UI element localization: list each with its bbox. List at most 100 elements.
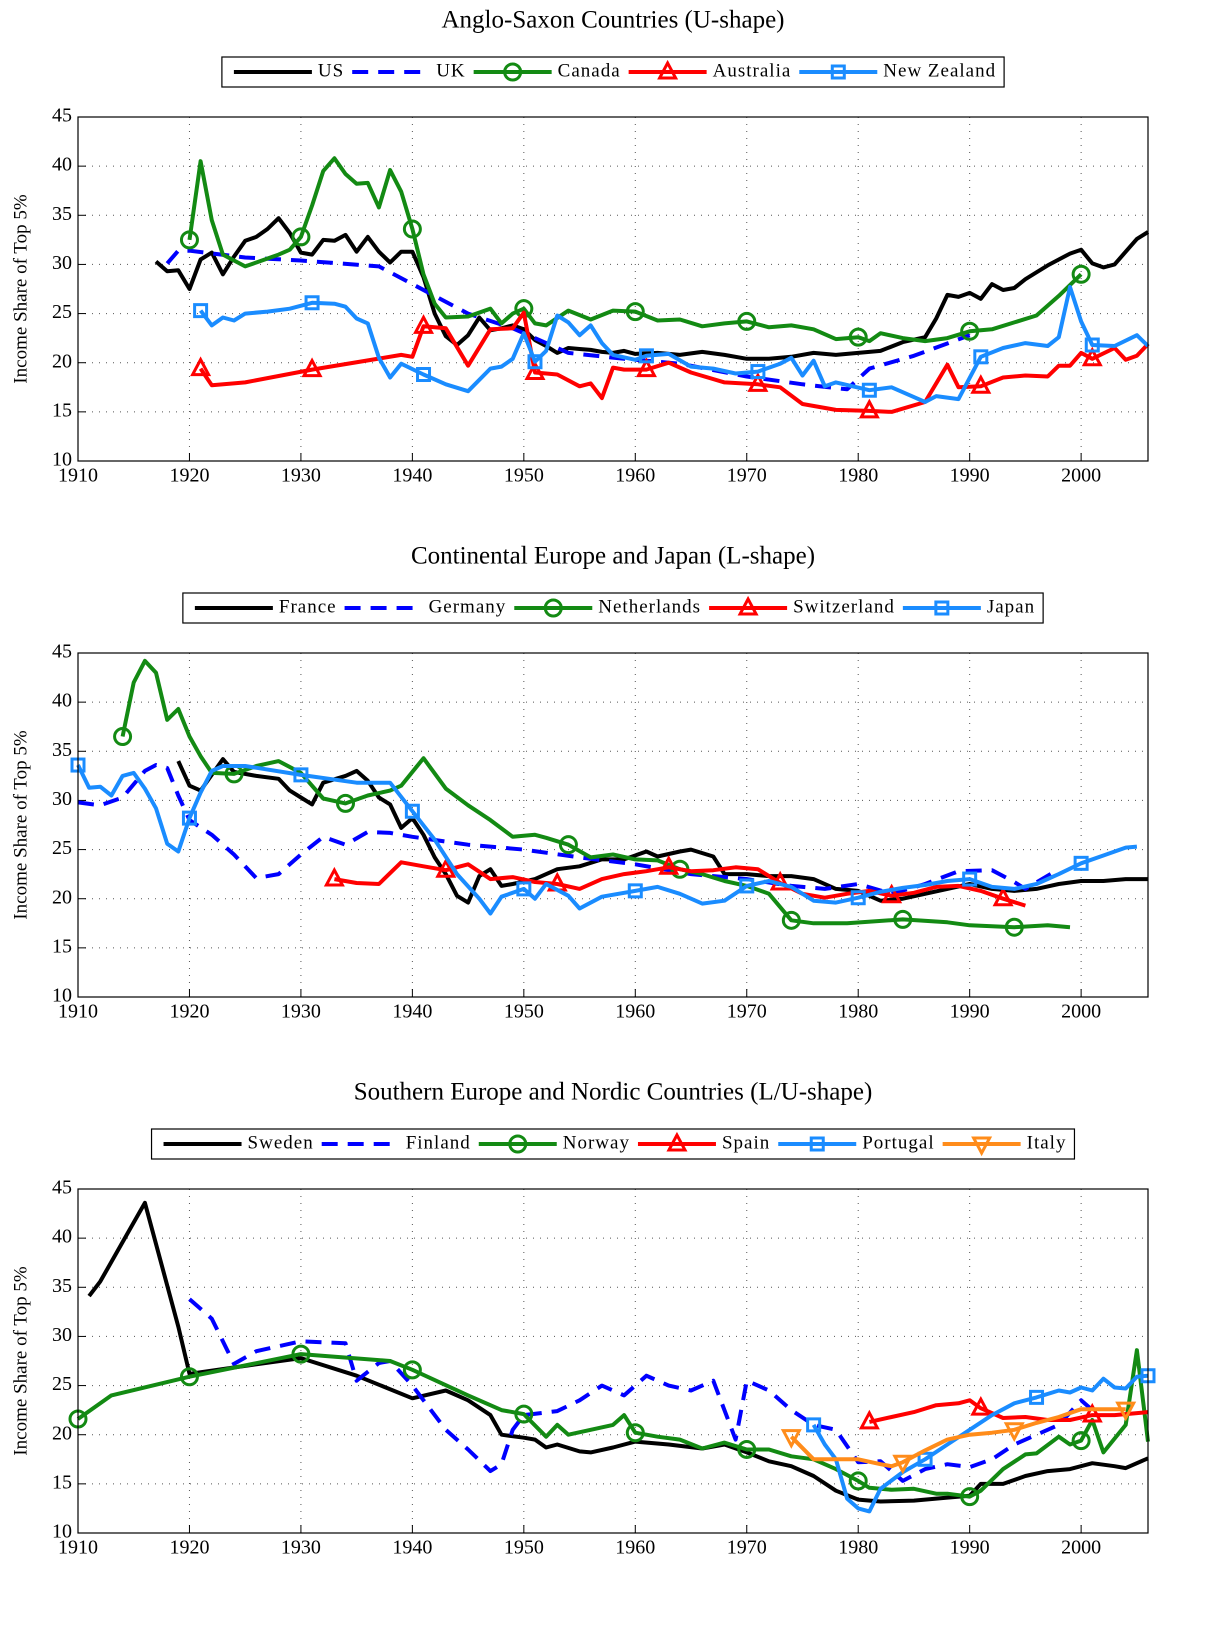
marker xyxy=(113,727,133,747)
legend-label: Canada xyxy=(558,60,621,81)
marker xyxy=(737,311,757,331)
marker xyxy=(737,595,759,616)
x-tick-label: 2000 xyxy=(1061,1001,1101,1023)
legend-label: Spain xyxy=(722,1132,770,1153)
series-line xyxy=(76,764,1138,916)
y-tick-label: 40 xyxy=(52,690,72,712)
legend: US UK Canada Australia New Zealand xyxy=(221,56,1005,88)
marker xyxy=(404,803,420,819)
marker xyxy=(304,295,320,311)
y-tick-label: 35 xyxy=(52,739,72,761)
marker xyxy=(543,598,563,618)
marker xyxy=(861,382,877,398)
marker xyxy=(881,883,903,904)
legend-label: Finland xyxy=(406,1132,471,1153)
x-tick-label: 1920 xyxy=(169,1001,209,1023)
marker xyxy=(508,1134,528,1154)
marker xyxy=(524,360,546,381)
plot-frame xyxy=(77,1188,1149,1534)
legend-label: Switzerland xyxy=(793,596,895,617)
marker xyxy=(638,348,654,364)
marker xyxy=(627,883,643,899)
marker xyxy=(848,327,868,347)
legend-label: US xyxy=(318,60,344,81)
x-tick-label: 1950 xyxy=(504,1001,544,1023)
marker xyxy=(858,398,880,419)
legend-label: Australia xyxy=(713,60,792,81)
series-line xyxy=(87,1200,1149,1504)
marker xyxy=(960,1487,980,1507)
marker xyxy=(402,219,422,239)
y-tick-label: 10 xyxy=(52,449,72,471)
marker xyxy=(1004,917,1024,937)
marker xyxy=(960,321,980,341)
marker xyxy=(739,878,755,894)
marker xyxy=(179,230,199,250)
series-line xyxy=(120,658,1071,930)
series-line xyxy=(77,763,1060,896)
x-tick-label: 1970 xyxy=(727,1001,767,1023)
marker xyxy=(934,600,950,616)
y-tick-label: 25 xyxy=(52,837,72,859)
legend-label: Portugal xyxy=(862,1132,934,1153)
series-line xyxy=(165,248,971,392)
legend-label: Japan xyxy=(987,596,1035,617)
y-tick-label: 15 xyxy=(52,1471,72,1493)
x-tick-label: 1960 xyxy=(615,465,655,487)
x-tick-label: 1960 xyxy=(615,1001,655,1023)
marker xyxy=(970,1395,992,1416)
y-tick-label: 30 xyxy=(52,252,72,274)
series-line xyxy=(789,1407,1126,1469)
x-tick-label: 1980 xyxy=(838,1537,878,1559)
series-line xyxy=(76,1348,1150,1499)
x-tick-label: 1930 xyxy=(281,1001,321,1023)
y-tick-label: 45 xyxy=(52,641,72,663)
legend-label: New Zealand xyxy=(883,60,996,81)
marker xyxy=(558,835,578,855)
chart-title: Anglo-Saxon Countries (U-shape) xyxy=(442,7,785,34)
y-tick-label: 45 xyxy=(52,105,72,127)
chart-title: Continental Europe and Japan (L-shape) xyxy=(411,543,815,570)
marker xyxy=(190,356,212,377)
marker xyxy=(1003,1422,1025,1442)
marker xyxy=(850,890,866,906)
y-tick-label: 35 xyxy=(52,203,72,225)
marker xyxy=(291,1344,311,1364)
marker xyxy=(970,374,992,394)
y-tick-label: 15 xyxy=(52,935,72,957)
marker xyxy=(336,793,355,813)
x-tick-label: 1940 xyxy=(392,465,432,487)
y-tick-label: 10 xyxy=(52,985,72,1007)
marker xyxy=(1029,1389,1045,1405)
legend-label: Germany xyxy=(429,596,507,617)
marker xyxy=(893,909,913,929)
marker xyxy=(1071,1431,1091,1451)
marker xyxy=(416,367,432,383)
marker xyxy=(1084,337,1100,353)
legend: Sweden Finland Norway Spain Portugal Italy xyxy=(150,1128,1076,1160)
x-tick-label: 2000 xyxy=(1061,1537,1101,1559)
marker xyxy=(992,886,1014,907)
y-tick-label: 40 xyxy=(52,1226,72,1248)
marker xyxy=(435,858,457,878)
y-tick-label: 40 xyxy=(52,154,72,176)
marker xyxy=(625,1423,645,1443)
marker xyxy=(514,1404,534,1424)
series-line xyxy=(187,156,1083,344)
marker xyxy=(747,372,769,392)
y-tick-label: 20 xyxy=(52,350,72,372)
marker xyxy=(830,64,846,80)
marker xyxy=(750,364,766,380)
marker xyxy=(781,910,801,930)
marker xyxy=(657,59,679,80)
series-line xyxy=(154,216,1150,361)
x-tick-label: 1910 xyxy=(58,465,98,487)
marker xyxy=(973,349,989,365)
marker xyxy=(503,62,523,82)
legend-label: Netherlands xyxy=(598,596,701,617)
y-tick-label: 25 xyxy=(52,301,72,323)
marker xyxy=(809,1136,825,1152)
marker xyxy=(293,767,309,783)
x-tick-label: 1960 xyxy=(615,1537,655,1559)
